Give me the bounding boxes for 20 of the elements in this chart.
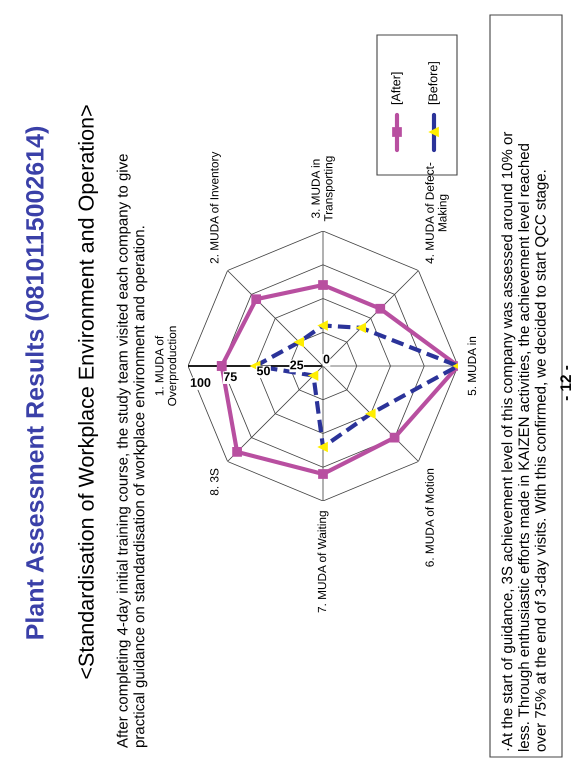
- y-tick-label: 25: [290, 360, 304, 370]
- text: Plant Assessment Results (0810115002614): [25, 126, 49, 639]
- y-tick-label: 50: [256, 366, 270, 376]
- spoke-label: 4. MUDA of Defect- Making: [425, 162, 449, 264]
- spoke-label: 6. MUDA of Motion: [425, 468, 434, 567]
- spoke-label: 1. MUDA of Overproduction: [154, 326, 179, 406]
- text: ·At the start of guidance, 3S achievement level of this company was assessed around 10% or less. Through enthusiastic efforts made in KAIZEN activities, the achievement level reached over 75% at the end of 3-day visits. With this confirmed, we decided to start QCC stage.: [501, 132, 549, 752]
- y-tick-label: 100: [190, 378, 210, 387]
- spoke-label: 7. MUDA of Waiting: [317, 511, 328, 612]
- text: [Before]: [428, 62, 440, 104]
- text: [After]: [391, 72, 403, 104]
- spoke-label: 8. 3S: [210, 468, 219, 496]
- spoke-label: 2. MUDA of Inventory: [210, 152, 221, 264]
- spoke-label: 3. MUDA in Transporting: [311, 156, 335, 222]
- spoke-label: 5. MUDA in: [467, 336, 476, 396]
- y-tick-label: 75: [224, 372, 237, 382]
- y-tick-label: 0: [323, 354, 330, 364]
- text: <Standardisation of Workplace Environment and Operation>: [78, 105, 98, 679]
- text: - 12 -: [560, 366, 571, 400]
- text: After completing 4-day initial training course, the study team visited each company to give practical guidance on standardisation of workplace environment and operation.: [116, 154, 148, 748]
